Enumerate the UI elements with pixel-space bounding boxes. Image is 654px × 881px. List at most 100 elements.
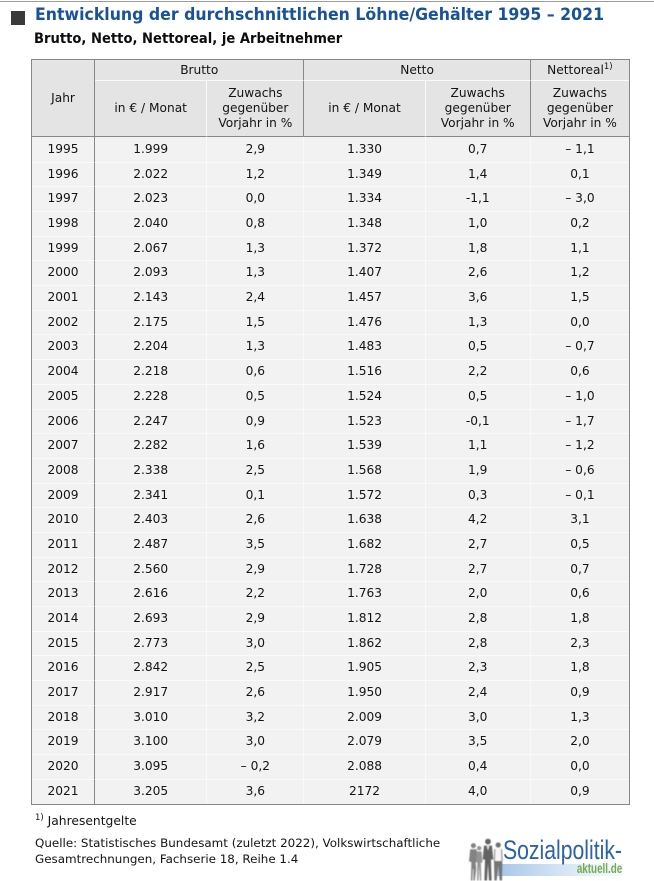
cell-value: 1.763 bbox=[303, 581, 425, 607]
cell-year: 1995 bbox=[32, 137, 96, 162]
group-header-nettoreal: Nettoreal1) bbox=[529, 60, 629, 81]
cell-value: 3,5 bbox=[424, 729, 530, 755]
table-row: 1995 1.999 2,9 1.330 0,7– 1,1 bbox=[32, 137, 629, 162]
top-rule bbox=[0, 1, 654, 2]
table-row: 2005 2.228 0,5 1.524 0,5– 1,0 bbox=[32, 383, 629, 409]
cell-year: 1997 bbox=[32, 186, 96, 212]
table-row: 2008 2.338 2,5 1.568 1,9– 0,6 bbox=[32, 457, 629, 483]
col-header-netto-zuwachs: Zuwachs gegenüber Vorjahr in % bbox=[424, 81, 530, 137]
cell-value: 0,5 bbox=[424, 334, 530, 360]
cell-value: 0,8 bbox=[206, 211, 304, 236]
cell-value: 2,6 bbox=[424, 260, 530, 286]
cell-value: 1,3 bbox=[206, 260, 304, 286]
table-row: 2020 3.095– 0,2 2.088 0,4 0,0 bbox=[32, 754, 629, 779]
table-row: 2013 2.616 2,2 1.763 2,0 0,6 bbox=[32, 581, 629, 607]
cell-year: 1996 bbox=[32, 161, 96, 187]
cell-value: 1,8 bbox=[529, 606, 629, 631]
cell-value: 2.338 bbox=[95, 457, 207, 483]
title-bullet-square bbox=[11, 11, 25, 25]
cell-value: 2,9 bbox=[206, 606, 304, 631]
cell-value: 1.728 bbox=[303, 556, 425, 582]
cell-value: 2.079 bbox=[303, 729, 425, 755]
cell-value: 1.330 bbox=[303, 137, 424, 162]
cell-value: 2.218 bbox=[95, 359, 207, 384]
cell-value: -0,1 bbox=[424, 408, 530, 434]
cell-value: 3,1 bbox=[529, 507, 629, 532]
cell-value: 1.682 bbox=[303, 531, 425, 557]
table-row: 2011 2.487 3,5 1.682 2,7 0,5 bbox=[32, 531, 629, 557]
cell-value: 3.100 bbox=[95, 729, 207, 754]
cell-value: 2.228 bbox=[95, 383, 207, 409]
footnote-marker: 1) bbox=[35, 812, 44, 823]
cell-value: – 0,7 bbox=[529, 334, 629, 360]
table-row: 2003 2.204 1,3 1.483 0,5– 0,7 bbox=[32, 334, 629, 360]
cell-value: – 1,2 bbox=[529, 433, 629, 458]
cell-value: 2,8 bbox=[424, 630, 530, 656]
cell-value: 2,8 bbox=[424, 606, 530, 631]
cell-value: 2,5 bbox=[206, 655, 304, 681]
table-row: 1998 2.040 0,8 1.348 1,0 0,2 bbox=[32, 211, 629, 236]
cell-value: 2,4 bbox=[424, 680, 530, 705]
cell-value: 1,0 bbox=[424, 211, 530, 236]
table-row: 2001 2.143 2,4 1.457 3,6 1,5 bbox=[32, 285, 629, 310]
table-row: 2018 3.010 3,2 2.009 3,0 1,3 bbox=[32, 704, 629, 730]
cell-value: 2.175 bbox=[95, 309, 207, 335]
cell-value: 1,4 bbox=[424, 161, 530, 187]
cell-value: 2.282 bbox=[95, 433, 207, 458]
cell-value: 2.917 bbox=[95, 680, 207, 705]
cell-year: 2019 bbox=[32, 729, 96, 755]
logo-gradient-bar bbox=[496, 864, 623, 876]
cell-value: 3,5 bbox=[206, 531, 304, 557]
cell-value: 1.568 bbox=[303, 457, 425, 483]
cell-value: 2.403 bbox=[95, 507, 207, 532]
col-header-jahr: Jahr bbox=[32, 60, 96, 137]
cell-value: 1,3 bbox=[529, 704, 629, 730]
cell-value: – 0,1 bbox=[529, 482, 629, 508]
cell-value: 1.516 bbox=[303, 359, 425, 384]
cell-value: 0,0 bbox=[529, 754, 629, 779]
cell-value: 2,2 bbox=[424, 359, 530, 384]
table-row: 1996 2.022 1,2 1.349 1,4 0,1 bbox=[32, 161, 629, 187]
cell-year: 2021 bbox=[32, 778, 96, 804]
cell-value: 1.372 bbox=[303, 235, 425, 261]
cell-value: 3,6 bbox=[206, 778, 304, 804]
cell-value: 1,1 bbox=[424, 433, 530, 458]
col-header-brutto-monat: in € / Monat bbox=[95, 81, 207, 137]
cell-value: 3,0 bbox=[424, 704, 530, 730]
cell-value: 3.095 bbox=[95, 754, 207, 779]
people-silhouettes-icon bbox=[469, 838, 503, 881]
cell-year: 2005 bbox=[32, 383, 96, 409]
cell-year: 2007 bbox=[32, 433, 96, 458]
cell-value: 1.483 bbox=[303, 334, 425, 360]
cell-value: 0,0 bbox=[206, 186, 304, 212]
logo-domain: aktuell.de bbox=[576, 861, 622, 876]
cell-value: 3,2 bbox=[206, 704, 304, 730]
cell-value: 1.572 bbox=[303, 482, 425, 508]
cell-value: – 1,1 bbox=[529, 137, 629, 162]
cell-value: 2.842 bbox=[95, 655, 207, 680]
table-row: 2009 2.341 0,1 1.572 0,3– 0,1 bbox=[32, 482, 629, 508]
cell-year: 2012 bbox=[32, 556, 96, 582]
cell-value: 2.487 bbox=[95, 531, 207, 557]
cell-value: 2.204 bbox=[95, 334, 207, 359]
cell-value: 2,3 bbox=[424, 655, 530, 681]
cell-value: 2.088 bbox=[303, 754, 425, 779]
wages-table: Jahr Brutto Netto Nettoreal1) in € / Mon… bbox=[31, 59, 630, 805]
cell-value: 2,9 bbox=[206, 556, 304, 582]
cell-year: 1999 bbox=[32, 235, 96, 261]
cell-value: 0,9 bbox=[529, 680, 629, 705]
cell-value: 0,6 bbox=[206, 359, 304, 384]
cell-value: 2.143 bbox=[95, 285, 207, 310]
cell-value: 1,5 bbox=[529, 285, 629, 310]
cell-year: 1998 bbox=[32, 211, 96, 236]
cell-year: 2016 bbox=[32, 655, 96, 681]
table-row: 2015 2.773 3,0 1.862 2,8 2,3 bbox=[32, 630, 629, 656]
cell-value: 1.539 bbox=[303, 433, 425, 458]
cell-value: 3.205 bbox=[95, 778, 207, 804]
cell-value: 2,7 bbox=[424, 556, 530, 582]
cell-value: 2.247 bbox=[95, 408, 207, 434]
cell-value: 2.022 bbox=[95, 161, 207, 187]
cell-value: 2.009 bbox=[303, 704, 425, 730]
cell-value: 1.523 bbox=[303, 408, 425, 434]
cell-value: 1.950 bbox=[303, 680, 425, 705]
